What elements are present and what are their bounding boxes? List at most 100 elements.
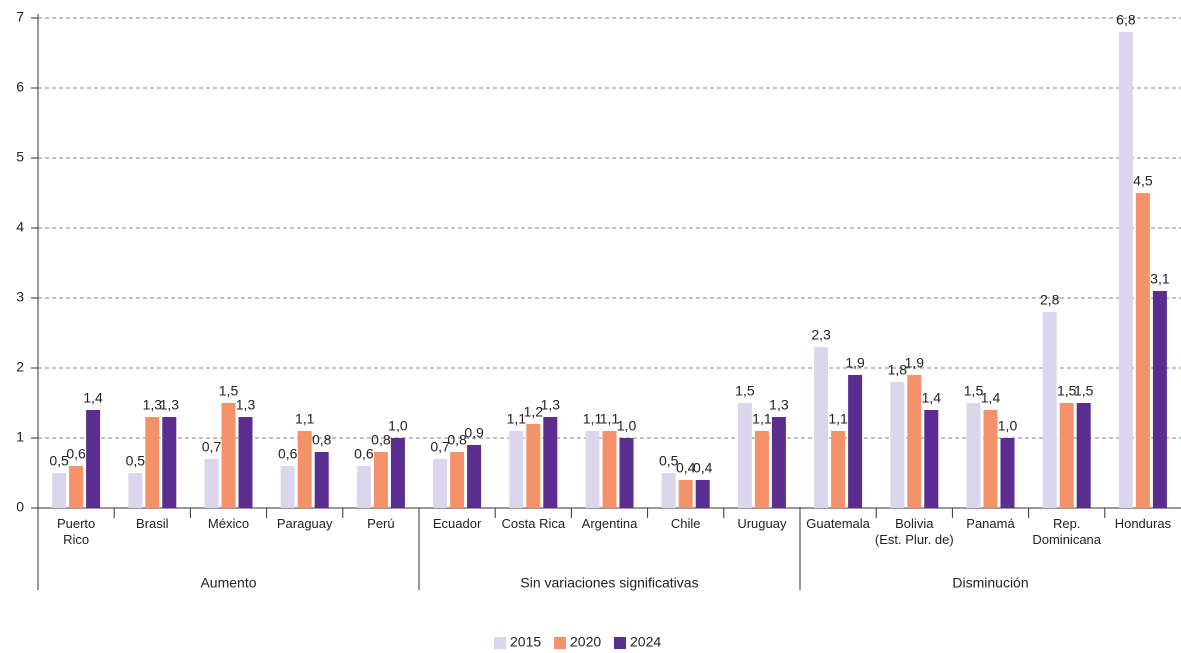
bar [162,417,177,508]
value-label: 1,1 [752,411,772,427]
value-label: 1,5 [219,383,239,399]
bar [619,438,634,508]
bar [509,431,524,508]
value-label: 1,0 [998,418,1018,434]
bar [924,410,939,508]
bar [238,417,253,508]
value-label: 0,6 [66,446,86,462]
x-tick-label: Puerto Rico [56,516,96,547]
y-tick-label: 4 [16,219,24,235]
bar [145,417,160,508]
bar [848,375,863,508]
y-tick-label: 0 [16,499,24,515]
legend-swatch [494,637,506,649]
value-label: 1,5 [735,383,755,399]
value-label: 1,8 [888,362,908,378]
bar [585,431,600,508]
legend-label: 2020 [570,634,601,650]
bar [433,459,448,508]
legend-label: 2015 [510,634,541,650]
value-label: 0,6 [354,446,374,462]
value-label: 1,0 [388,418,408,434]
bar [128,473,143,508]
value-label: 0,8 [447,432,467,448]
x-tick-label: México [207,516,250,531]
x-tick-label: Rep. Dominicana [1032,516,1102,547]
bar [86,410,101,508]
legend-swatch [554,637,566,649]
bar [754,431,769,508]
value-label: 1,5 [1057,383,1077,399]
value-label: 1,1 [828,411,848,427]
x-tick-label: Uruguay [737,516,787,531]
y-tick-label: 1 [16,429,24,445]
value-label: 1,4 [83,390,103,406]
y-tick-label: 2 [16,359,24,375]
value-label: 1,1 [507,411,527,427]
value-label: 1,2 [524,404,544,420]
bar [890,382,905,508]
value-label: 1,1 [295,411,315,427]
value-label: 4,5 [1133,173,1153,189]
value-label: 0,4 [693,460,713,476]
bar [1059,403,1074,508]
value-label: 3,1 [1150,271,1170,287]
value-label: 0,7 [430,439,450,455]
bar [467,445,482,508]
group-label: Sin variaciones significativas [520,575,698,591]
value-label: 0,5 [126,453,146,469]
value-label: 1,3 [236,397,256,413]
value-label: 2,3 [811,327,831,343]
value-label: 1,5 [964,383,984,399]
value-label: 1,3 [769,397,789,413]
value-label: 0,5 [49,453,69,469]
bar [1152,291,1167,508]
bar [1076,403,1091,508]
bar [831,431,846,508]
value-label: 1,5 [1074,383,1094,399]
bar [1000,438,1015,508]
group-label: Disminución [952,575,1028,591]
bar [814,347,829,508]
bar [390,438,405,508]
bar [737,403,752,508]
value-label: 2,8 [1040,292,1060,308]
value-label: 0,6 [278,446,298,462]
value-label: 1,9 [845,355,865,371]
value-label: 0,8 [312,432,332,448]
x-tick-label: Guatemala [806,516,870,531]
bar [661,473,676,508]
bar [297,431,312,508]
y-tick-label: 6 [16,79,24,95]
bar [678,480,693,508]
x-tick-label: Ecuador [432,516,482,531]
value-label: 1,3 [143,397,163,413]
value-label: 6,8 [1116,12,1136,28]
legend-swatch [614,637,626,649]
x-tick-label: Chile [670,516,701,531]
bar [602,431,617,508]
x-tick-label: Paraguay [276,516,333,531]
value-label: 0,8 [371,432,391,448]
value-label: 0,9 [464,425,484,441]
bar [966,403,981,508]
value-label: 1,3 [160,397,180,413]
bar [983,410,998,508]
x-tick-label: Honduras [1114,516,1172,531]
value-label: 1,1 [600,411,620,427]
x-tick-label: Argentina [581,516,638,531]
bar [204,459,219,508]
bar [280,466,295,508]
bar [314,452,329,508]
bar [356,466,371,508]
value-label: 1,4 [922,390,942,406]
bar [543,417,558,508]
bar [69,466,84,508]
bar [695,480,710,508]
bar [907,375,922,508]
value-label: 1,4 [981,390,1001,406]
value-label: 1,9 [905,355,925,371]
x-tick-label: Panamá [966,516,1015,531]
bar [52,473,67,508]
value-label: 0,7 [202,439,222,455]
